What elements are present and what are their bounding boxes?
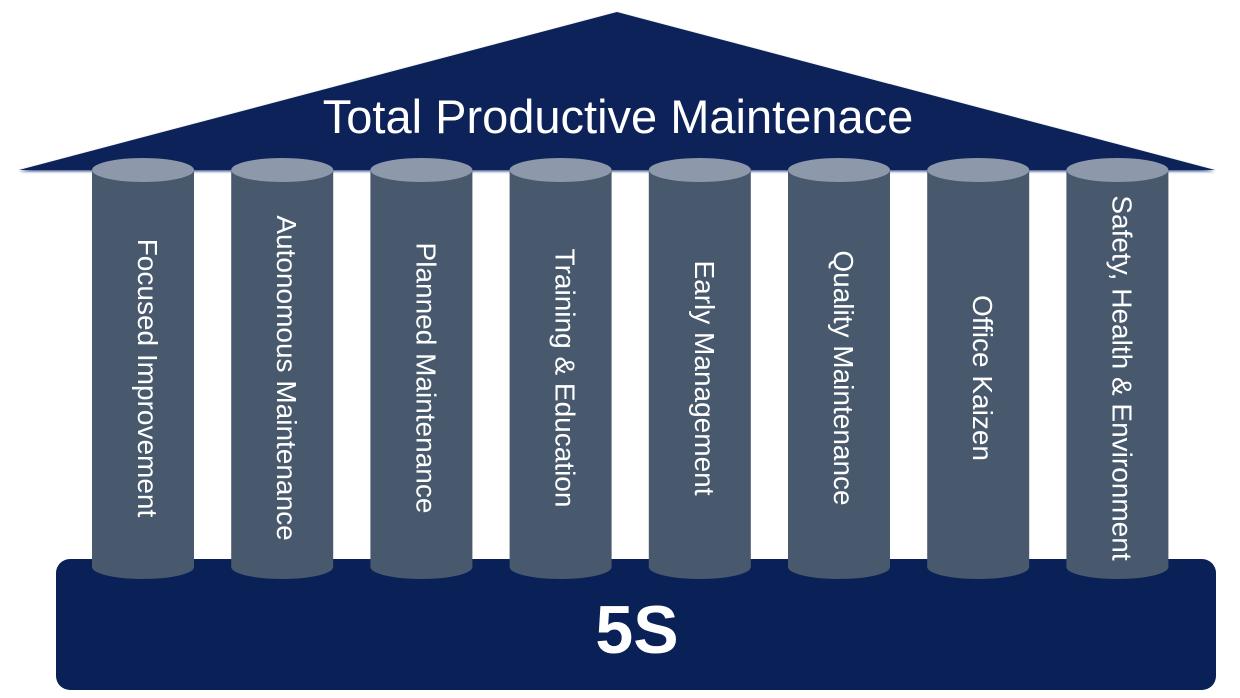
- svg-text:Quality Maintenance: Quality Maintenance: [828, 250, 859, 505]
- svg-text:Autonomous Maintenance: Autonomous Maintenance: [271, 215, 302, 540]
- svg-text:Focused Improvement: Focused Improvement: [132, 239, 163, 518]
- svg-text:Office Kaizen: Office Kaizen: [967, 295, 998, 461]
- svg-text:Planned Maintenance: Planned Maintenance: [410, 243, 441, 514]
- svg-text:Training & Education: Training & Education: [550, 249, 581, 508]
- svg-text:5S: 5S: [595, 592, 678, 668]
- svg-text:Early Management: Early Management: [689, 260, 720, 495]
- svg-text:Total Productive Maintenace: Total Productive Maintenace: [323, 90, 913, 143]
- svg-text:Safety, Health & Environment: Safety, Health & Environment: [1106, 195, 1137, 560]
